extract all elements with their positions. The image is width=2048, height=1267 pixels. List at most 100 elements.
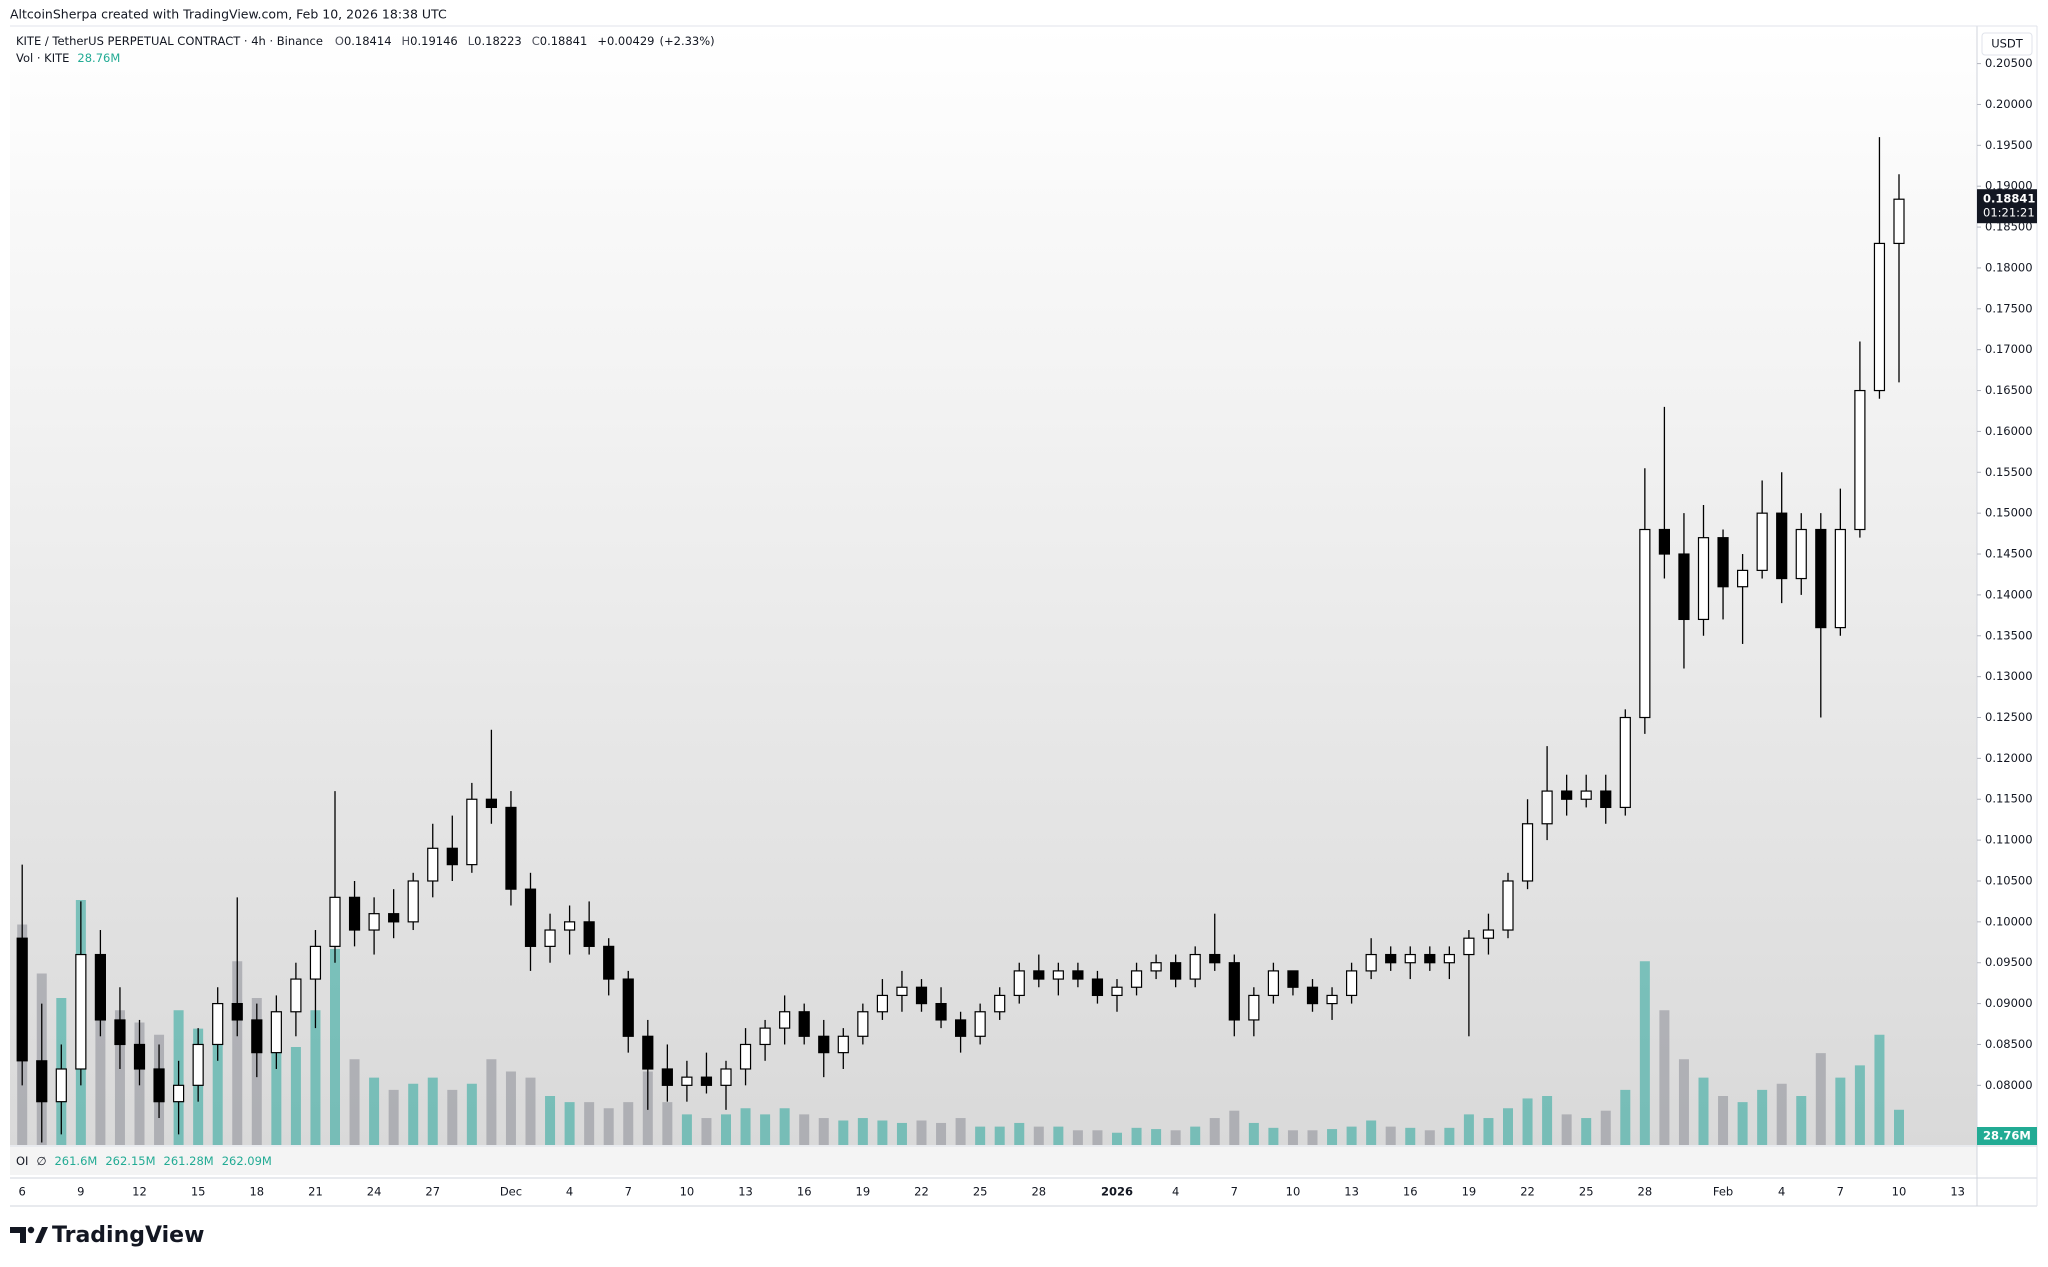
volume-bar [1503,1108,1513,1145]
volume-bar [1639,961,1650,1145]
volume-bar [1737,1102,1748,1145]
y-tick-label: 0.20000 [1985,97,2033,111]
change-value: +0.00429 [597,34,654,48]
candle-body [1834,528,1846,629]
x-tick-label: 27 [425,1185,440,1199]
volume-bar [1366,1120,1377,1145]
volume-bar [760,1114,771,1145]
volume-bar [1131,1127,1142,1145]
volume-bar [290,1047,301,1145]
candle-body [329,896,341,947]
ohlc-value: 0.18414 [344,34,392,48]
volume-bar [1033,1126,1044,1145]
candle-body [1776,512,1788,580]
x-tick-label: 21 [308,1185,323,1199]
volume-bar [584,1102,595,1145]
volume-bar [1835,1077,1846,1145]
candle-body [348,896,361,931]
volume-bar [1190,1126,1201,1145]
volume-bar [1014,1122,1025,1145]
volume-bar [564,1102,575,1145]
candle-body [1189,953,1201,980]
logo-slash [35,1227,48,1243]
volume-bar [1053,1126,1064,1145]
y-tick-label: 0.08500 [1985,1037,2033,1051]
candle-body [622,978,634,1037]
volume-bar [799,1114,810,1145]
logo-mark [10,1227,26,1243]
volume-tag-label: 28.76M [1983,1129,2031,1143]
y-tick-label: 0.17000 [1985,342,2033,356]
volume-bar [466,1083,477,1145]
volume-bar [1151,1129,1162,1145]
brand-name: TradingView [52,1223,204,1248]
candle-body [388,913,400,923]
x-tick-label: 9 [77,1185,84,1199]
volume-bar [1327,1129,1338,1145]
candle-body [1893,198,1905,245]
candle-body [720,1068,732,1086]
candle-body [1306,986,1319,1005]
candle-body [1736,569,1749,588]
x-tick-label: Dec [500,1185,522,1199]
volume-tag [1977,1127,2037,1145]
countdown-label: 01:21:21 [1983,206,2035,220]
volume-legend-name: Vol · KITE [16,51,69,65]
volume-bar [1209,1118,1220,1145]
volume-bar [388,1089,399,1145]
candle-body [407,880,419,923]
candle-body [1052,970,1064,980]
candle-body [231,1002,243,1021]
volume-bar [838,1120,849,1145]
volume-bar [1424,1130,1435,1145]
candle-body [1580,790,1592,800]
volume-bar [1092,1130,1103,1145]
volume-bar [369,1077,380,1145]
x-tick-label: 6 [19,1185,26,1199]
candle-body [739,1043,752,1070]
x-tick-label: 19 [1462,1185,1477,1199]
y-tick-label: 0.20500 [1985,56,2033,70]
candle-body [563,921,576,931]
currency-box [1981,32,2033,56]
oi-legend: OI ∅ 261.6M 262.15M 261.28M 262.09M [16,1154,272,1168]
oi-flag: ∅ [36,1154,46,1168]
candle-body [1365,953,1377,972]
volume-bar [857,1118,868,1145]
currency-label: USDT [1991,37,2024,51]
volume-bar [545,1096,556,1145]
candle-body [1404,953,1416,964]
y-tick-label: 0.16000 [1985,424,2033,438]
x-tick-label: 28 [1031,1185,1046,1199]
candle-body [94,953,107,1021]
change-pct: (+2.33%) [660,34,715,48]
x-tick-label: 25 [973,1185,988,1199]
volume-bar [525,1077,536,1145]
x-tick-label: 10 [1286,1185,1301,1199]
candle-body [133,1043,146,1070]
volume-bar [1796,1096,1807,1145]
candle-body [681,1076,693,1086]
ohlc-label: H [402,34,411,48]
volume-bar [1542,1096,1553,1145]
x-tick-label: 12 [132,1185,147,1199]
x-tick-label: 13 [738,1185,753,1199]
oi-value: 262.15M [105,1154,155,1168]
volume-bar [1718,1096,1729,1145]
candle-body [798,1011,810,1037]
volume-bar [662,1102,673,1145]
x-tick-label: 10 [680,1185,695,1199]
legend-symbol: KITE / TetherUS PERPETUAL CONTRACT · 4h … [16,34,323,48]
x-tick-label: 16 [1403,1185,1418,1199]
candle-body [1639,528,1651,719]
candle-body [505,806,517,890]
candle-body [915,986,928,1005]
volume-bar [212,1022,223,1145]
y-tick-label: 0.19500 [1985,138,2033,152]
candle-body [1248,994,1260,1021]
volume-bar [994,1126,1005,1145]
oi-value: 261.6M [54,1154,97,1168]
volume-bar [701,1118,712,1145]
volume-bar [1854,1065,1865,1145]
candle-body [1482,929,1495,939]
